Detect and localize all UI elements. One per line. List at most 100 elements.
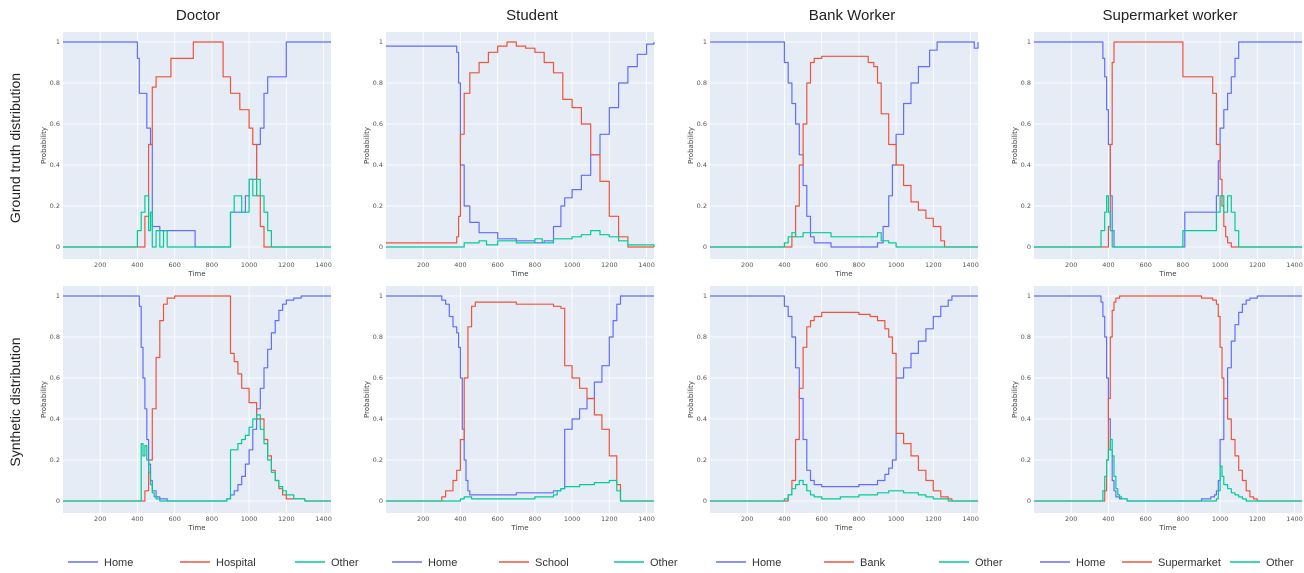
x-tick-label: 1400: [315, 261, 332, 269]
series-line-supermarket: [1034, 41, 1302, 248]
row-label: Synthetic distribution: [7, 337, 23, 466]
x-tick-label: 400: [1102, 261, 1114, 269]
subplot: 200 400 600 800 1000 1200 1400 0 0.2 0.4 0.6 0.8 1 Ti…: [1011, 32, 1303, 278]
x-tick-label: 600: [168, 515, 180, 523]
legend-label: Hospital: [216, 557, 256, 569]
series-line-hospital: [63, 41, 331, 248]
x-tick-label: 1200: [278, 515, 295, 523]
series-line-other: [710, 232, 978, 248]
legend-label: Bank: [860, 557, 886, 569]
legend-label: Home: [1076, 557, 1105, 569]
legend-item[interactable]: Home: [68, 557, 133, 569]
legend-label: Other: [331, 557, 359, 569]
legend-item[interactable]: Other: [614, 557, 678, 569]
x-tick-label: 400: [131, 261, 143, 269]
y-tick-label: 1: [703, 292, 707, 300]
y-tick-label: 0.2: [697, 202, 707, 210]
y-tick-label: 0.8: [697, 79, 707, 87]
x-tick-label: 1200: [1249, 515, 1266, 523]
x-tick-label: 600: [815, 515, 827, 523]
x-tick-label: 600: [815, 261, 827, 269]
y-tick-label: 0: [703, 497, 707, 505]
legend: Home School Other: [392, 557, 678, 569]
y-tick-label: 0.2: [1021, 456, 1031, 464]
x-tick-label: 600: [1139, 261, 1151, 269]
x-axis-label: Time: [834, 524, 852, 532]
legend: Home Hospital Other: [68, 557, 359, 569]
plot-background: [710, 32, 978, 259]
x-tick-label: 1400: [315, 515, 332, 523]
y-axis-label: Probability: [687, 381, 695, 418]
series-line-school: [386, 301, 654, 502]
x-tick-label: 800: [1177, 261, 1189, 269]
x-tick-label: 600: [1139, 515, 1151, 523]
x-tick-label: 200: [741, 515, 753, 523]
x-tick-label: 600: [168, 261, 180, 269]
x-tick-label: 1400: [962, 261, 979, 269]
y-tick-label: 0.8: [1021, 79, 1031, 87]
legend-label: Other: [650, 557, 678, 569]
x-axis-label: Time: [510, 270, 528, 278]
legend-label: Other: [1266, 557, 1294, 569]
y-tick-label: 0: [56, 243, 60, 251]
legend-item[interactable]: Bank: [824, 557, 886, 569]
subplot: 200 400 600 800 1000 1200 1400 0 0.2 0.4 0.6 0.8 1 Ti…: [363, 32, 655, 278]
legend-item[interactable]: Other: [295, 557, 359, 569]
y-tick-label: 0.2: [373, 456, 383, 464]
x-tick-label: 400: [778, 515, 790, 523]
series-line-other: [1034, 195, 1302, 248]
y-tick-label: 0: [703, 243, 707, 251]
legend-label: Home: [104, 557, 133, 569]
y-tick-label: 0: [379, 497, 383, 505]
x-tick-label: 1200: [1249, 261, 1266, 269]
y-tick-label: 0.2: [1021, 202, 1031, 210]
x-tick-label: 1000: [241, 261, 258, 269]
legend-label: Home: [428, 557, 457, 569]
plot-background: [1034, 286, 1302, 513]
y-tick-label: 0: [379, 243, 383, 251]
y-tick-label: 0.2: [50, 202, 60, 210]
y-tick-label: 1: [379, 292, 383, 300]
legend-item[interactable]: Home: [716, 557, 781, 569]
y-tick-label: 0.6: [1021, 374, 1031, 382]
x-axis-label: Time: [187, 270, 205, 278]
y-axis-label: Probability: [363, 381, 371, 418]
x-tick-label: 1000: [564, 261, 581, 269]
subplot: 200 400 600 800 1000 1200 1400 0 0.2 0.4 0.6 0.8 1 Ti…: [687, 32, 979, 278]
series-line-home: [63, 295, 331, 502]
x-tick-label: 1000: [1212, 261, 1229, 269]
y-tick-label: 1: [56, 38, 60, 46]
legend-item[interactable]: Other: [939, 557, 1003, 569]
series-line-home: [710, 41, 979, 248]
legend-item[interactable]: Other: [1230, 557, 1294, 569]
column-title: Doctor: [176, 7, 220, 24]
series-line-home: [710, 295, 978, 488]
x-tick-label: 200: [741, 261, 753, 269]
x-tick-label: 1200: [601, 261, 618, 269]
legend-item[interactable]: Hospital: [180, 557, 256, 569]
x-tick-label: 1400: [638, 515, 655, 523]
y-tick-label: 0.4: [697, 161, 707, 169]
x-tick-label: 1200: [278, 261, 295, 269]
series-line-other: [63, 414, 331, 502]
plot-background: [63, 32, 331, 259]
y-tick-label: 0.6: [50, 374, 60, 382]
x-tick-label: 1200: [601, 515, 618, 523]
series-line-supermarket: [1034, 295, 1302, 502]
legend-item[interactable]: Home: [392, 557, 457, 569]
y-tick-label: 0.8: [373, 79, 383, 87]
y-tick-label: 1: [56, 292, 60, 300]
legend-item[interactable]: Home: [1040, 557, 1105, 569]
x-tick-label: 800: [1177, 515, 1189, 523]
subplot: 200 400 600 800 1000 1200 1400 0 0.2 0.4 0.6 0.8 1 Ti…: [40, 32, 332, 278]
x-tick-label: 1400: [638, 261, 655, 269]
series-line-home: [1034, 295, 1302, 502]
y-tick-label: 0.2: [697, 456, 707, 464]
x-tick-label: 800: [206, 261, 218, 269]
y-tick-label: 0.2: [373, 202, 383, 210]
legend-label: Other: [975, 557, 1003, 569]
legend-item[interactable]: Supermarket: [1122, 557, 1221, 569]
legend-item[interactable]: School: [499, 557, 569, 569]
y-axis-label: Probability: [40, 381, 48, 418]
